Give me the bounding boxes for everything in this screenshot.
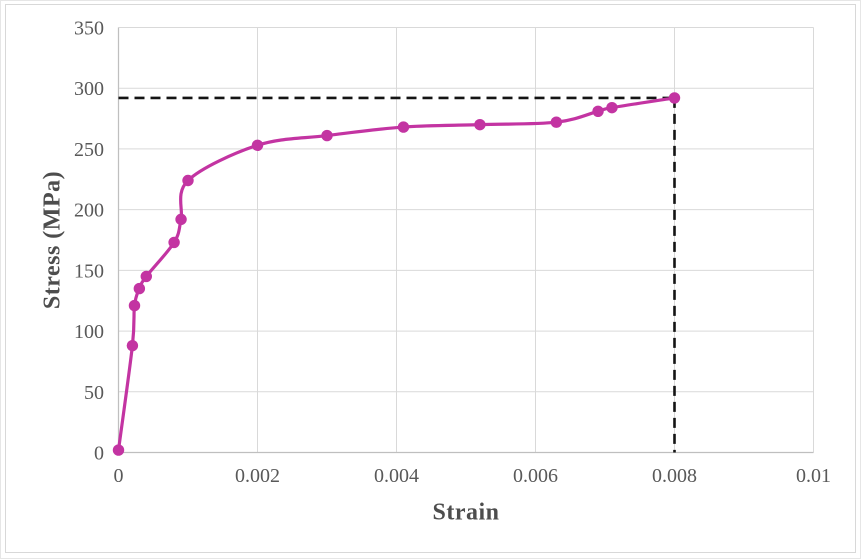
y-axis-title: Stress (MPa) <box>39 170 66 310</box>
data-point-marker <box>474 118 486 131</box>
x-tick-label: 0.01 <box>796 465 831 487</box>
data-point-marker <box>168 236 180 249</box>
data-point-marker <box>140 270 152 283</box>
y-tick-label: 350 <box>74 18 104 40</box>
y-tick-label: 0 <box>94 443 104 465</box>
data-point-marker <box>133 282 146 295</box>
y-tick-label: 200 <box>74 200 104 222</box>
x-tick-label: 0.004 <box>374 465 419 487</box>
x-axis-title: Strain <box>432 499 500 526</box>
y-tick-label: 100 <box>74 321 104 343</box>
data-point-marker <box>668 92 681 104</box>
x-tick-label: 0.008 <box>652 465 697 487</box>
x-tick-label: 0.002 <box>235 465 280 487</box>
data-point-marker <box>251 139 264 151</box>
x-tick-label: 0.006 <box>513 465 558 487</box>
data-point-marker <box>182 174 194 187</box>
data-point-marker <box>550 116 563 128</box>
data-point-marker <box>126 339 139 352</box>
y-tick-label: 150 <box>74 260 104 282</box>
data-point-marker <box>128 299 141 312</box>
y-tick-label: 250 <box>74 139 104 161</box>
y-tick-label: 300 <box>74 78 104 100</box>
data-point-marker <box>175 213 187 226</box>
x-tick-label: 0 <box>114 465 124 487</box>
data-point-marker <box>321 129 333 142</box>
series-line <box>116 96 677 452</box>
data-point-marker <box>112 444 125 456</box>
data-point-marker <box>592 105 604 117</box>
y-tick-label: 50 <box>84 382 104 404</box>
data-point-marker <box>606 101 618 114</box>
data-point-marker <box>397 121 410 133</box>
